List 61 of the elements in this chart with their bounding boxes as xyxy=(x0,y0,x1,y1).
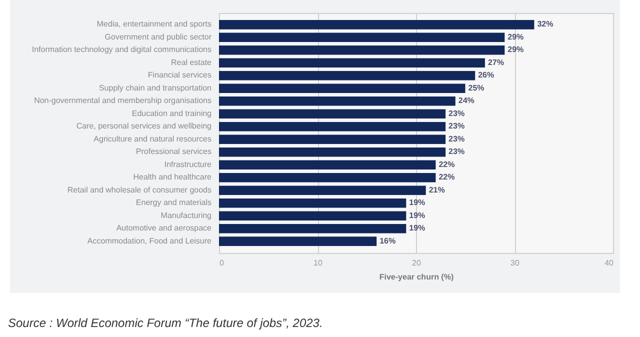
data-label: 16% xyxy=(380,236,396,246)
y-tick-label: Supply chain and transportation xyxy=(98,83,212,92)
bar xyxy=(219,122,446,132)
bar xyxy=(219,160,436,170)
y-tick-label: Real estate xyxy=(171,58,212,67)
x-tick-label: 0 xyxy=(220,258,224,268)
bar xyxy=(219,109,446,119)
bar xyxy=(219,172,436,182)
y-tick-label: Education and training xyxy=(132,108,212,118)
y-tick-label: Manufacturing xyxy=(160,210,212,220)
x-axis-title: Five-year churn (%) xyxy=(379,272,454,282)
bar xyxy=(219,147,446,157)
data-label: 21% xyxy=(428,185,445,194)
bar xyxy=(219,224,406,234)
bar xyxy=(219,20,534,30)
data-label: 23% xyxy=(448,134,465,144)
y-tick-label: Accommodation, Food and Leisure xyxy=(87,236,212,246)
y-tick-label: Health and healthcare xyxy=(133,172,212,182)
y-tick-label: Government and public sector xyxy=(104,32,212,42)
y-tick-label: Media, entertainment and sports xyxy=(96,20,212,29)
data-label: 24% xyxy=(458,96,474,106)
data-label: 27% xyxy=(488,58,504,67)
bar xyxy=(219,211,406,220)
bar xyxy=(219,58,485,68)
data-label: 29% xyxy=(508,32,524,42)
data-label: 25% xyxy=(468,83,484,92)
data-label: 32% xyxy=(537,20,554,29)
bar xyxy=(219,134,446,144)
bar xyxy=(219,96,456,106)
data-label: 19% xyxy=(409,210,426,220)
y-tick-label: Professional services xyxy=(136,147,212,156)
data-label: 29% xyxy=(508,45,524,54)
bar xyxy=(219,198,406,208)
bar xyxy=(219,84,466,94)
y-tick-label: Automotive and aerospace xyxy=(116,224,212,233)
data-label: 22% xyxy=(438,172,455,182)
bar xyxy=(219,32,505,42)
bar xyxy=(219,46,505,55)
data-label: 23% xyxy=(448,108,465,118)
y-tick-label: Care, personal services and wellbeing xyxy=(76,122,212,131)
data-label: 23% xyxy=(448,122,465,131)
bar xyxy=(219,236,377,246)
y-tick-label: Information technology and digital communications xyxy=(32,45,212,54)
y-tick-label: Agriculture and natural resources xyxy=(94,134,212,144)
data-label: 19% xyxy=(409,198,426,208)
data-label: 23% xyxy=(448,147,465,156)
y-tick-label: Financial services xyxy=(148,70,212,80)
data-label: 19% xyxy=(409,224,426,233)
y-tick-label: Energy and materials xyxy=(136,198,212,208)
data-label: 22% xyxy=(438,160,455,169)
x-tick-label: 20 xyxy=(412,258,422,268)
x-tick-label: 40 xyxy=(604,258,614,268)
bar xyxy=(219,186,426,196)
x-tick-label: 30 xyxy=(510,258,520,268)
source-note: Source : World Economic Forum “The future of jobs”, 2023. xyxy=(8,316,323,330)
y-tick-label: Retail and wholesale of consumer goods xyxy=(67,185,212,194)
bar xyxy=(219,70,476,80)
y-tick-label: Non-governmental and membership organisations xyxy=(34,96,212,106)
y-tick-label: Infrastructure xyxy=(164,160,212,169)
data-label: 26% xyxy=(478,70,494,80)
x-tick-label: 10 xyxy=(314,258,323,268)
